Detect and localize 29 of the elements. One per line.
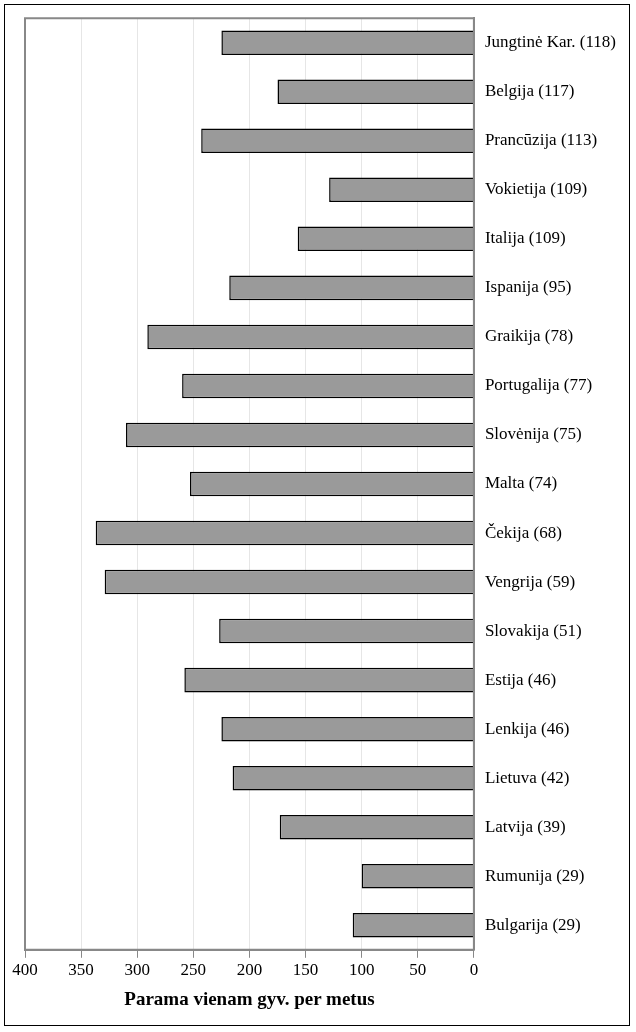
y-tick-label: Belgija (117) (484, 81, 575, 101)
y-tick-label: Slovakija (51) (484, 620, 582, 640)
x-tick-label: 250 (180, 960, 207, 980)
y-tick-label: Lietuva (42) (484, 767, 570, 787)
x-tick-label: 50 (409, 960, 427, 980)
y-tick-label: Malta (74) (484, 473, 558, 493)
x-tick-label: 150 (292, 960, 319, 980)
y-tick-label: Vokietija (109) (484, 179, 588, 199)
y-tick-label: Jungtinė Kar. (118) (484, 32, 617, 52)
x-tick-label: 400 (12, 960, 38, 980)
y-tick-label: Graikija (78) (484, 326, 574, 346)
y-tick-label: Čekija (68) (484, 522, 562, 542)
y-tick-label: Lenkija (46) (484, 718, 570, 738)
y-tick-label: Italija (109) (484, 228, 566, 248)
y-tick-label: Vengrija (59) (484, 571, 576, 591)
x-tick-label: 200 (236, 960, 263, 980)
y-tick-label: Prancūzija (113) (484, 130, 598, 150)
y-tick-label: Latvija (39) (484, 816, 566, 836)
x-tick-label: 300 (124, 960, 150, 980)
x-axis-title: Parama vienam gyv. per metus (124, 987, 375, 1009)
x-tick-label: 350 (68, 960, 94, 980)
y-tick-label: Rumunija (29) (484, 865, 585, 885)
y-tick-label: Estija (46) (484, 669, 557, 689)
y-tick-label: Bulgarija (29) (484, 914, 581, 934)
x-tick-label: 0 (469, 960, 479, 980)
y-tick-label: Ispanija (95) (484, 277, 572, 297)
y-tick-label: Slovėnija (75) (484, 424, 582, 444)
x-tick-label: 100 (348, 960, 375, 980)
y-tick-label: Portugalija (77) (484, 375, 593, 395)
